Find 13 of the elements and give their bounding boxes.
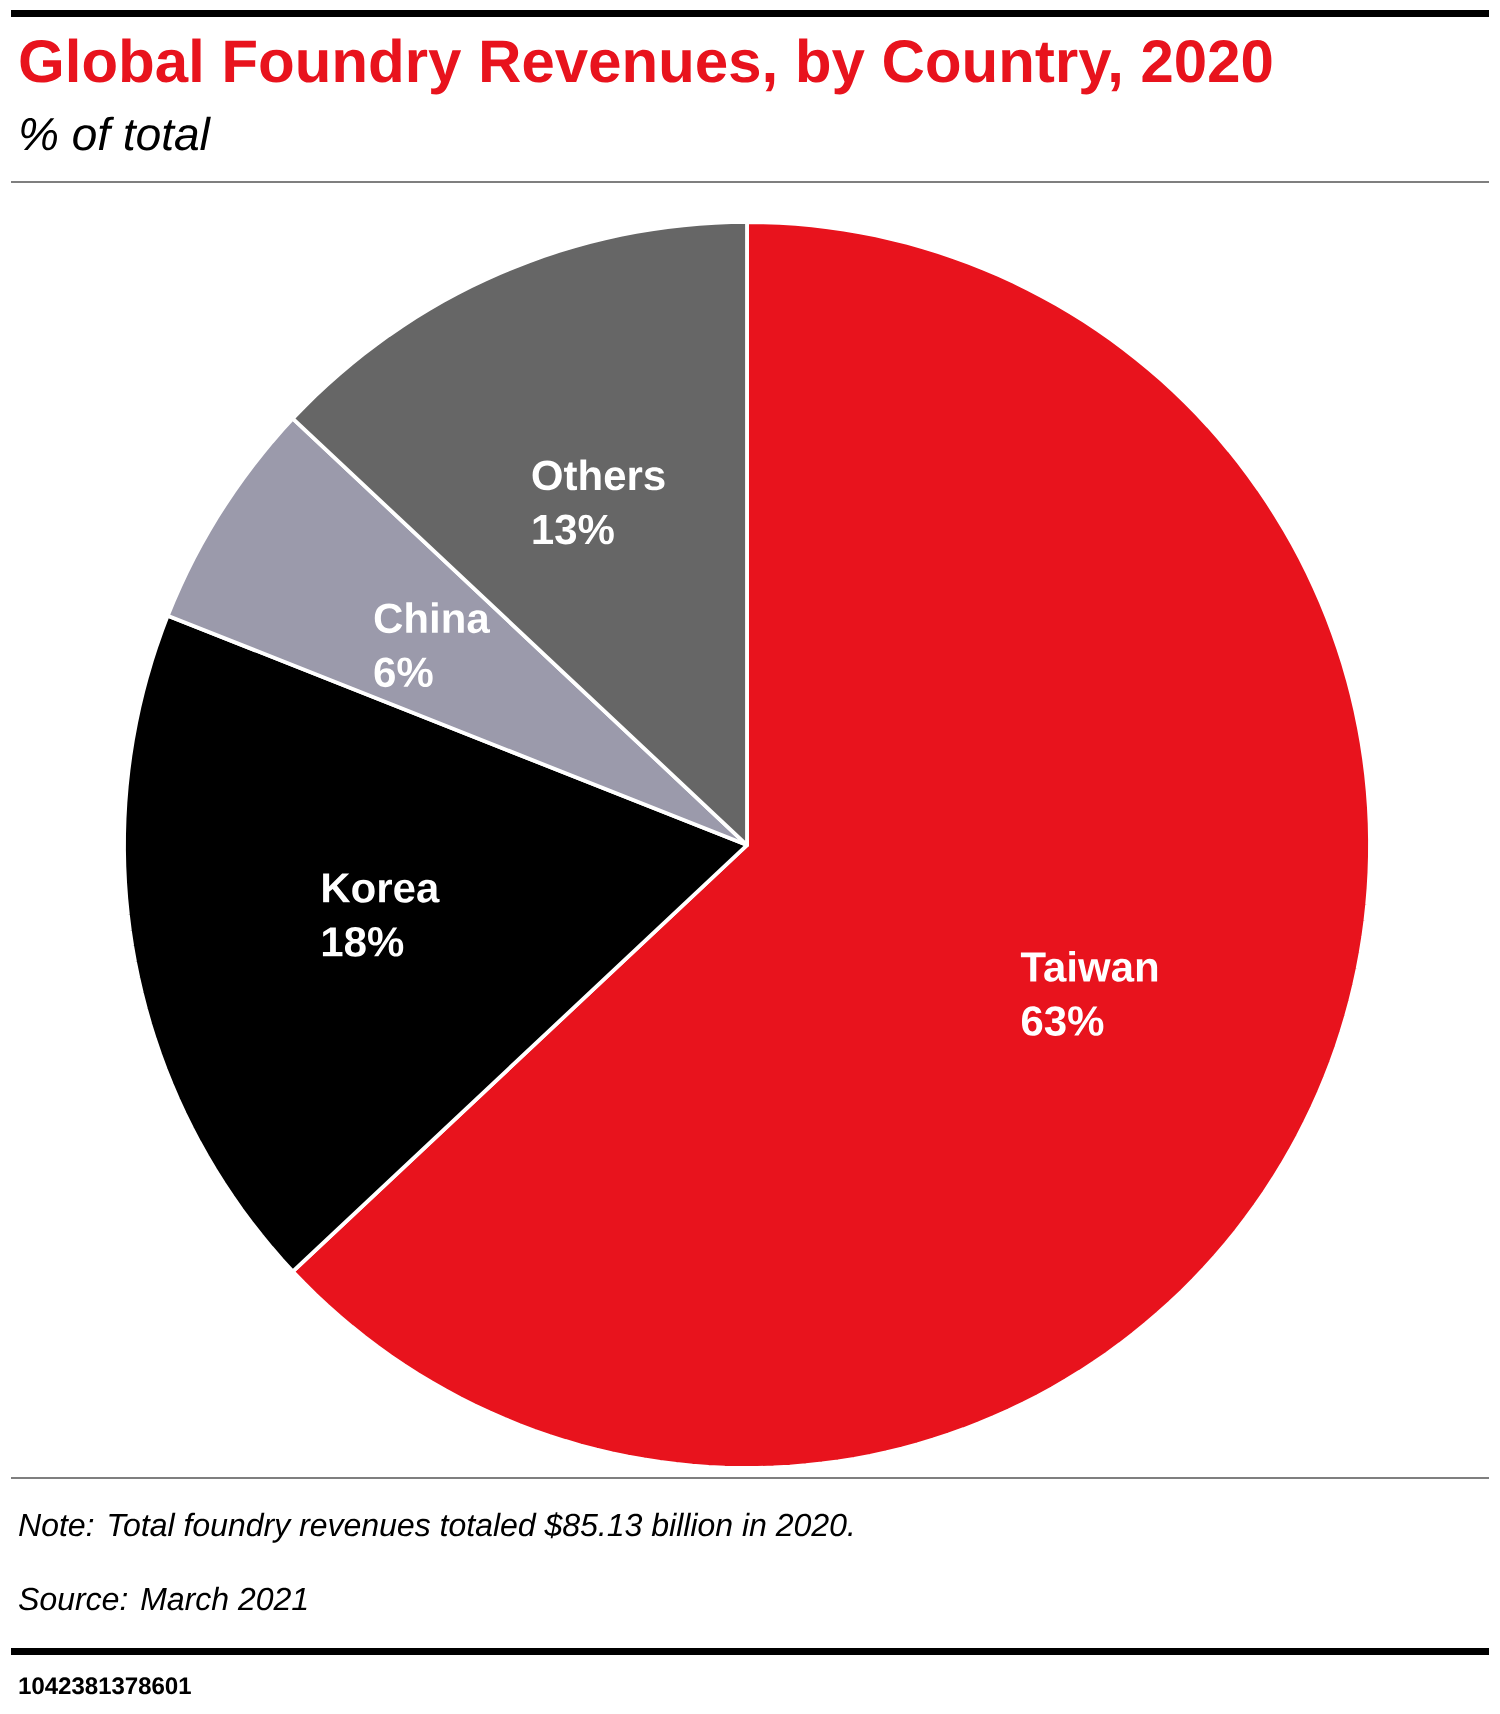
data-label: 13% [533,514,614,545]
slice-label: Others [532,459,665,491]
slice-label: Korea [323,873,440,903]
chart-title: Global Foundry Revenues, by Country, 2020 [20,38,1272,95]
slice-label: Taiwan [1020,951,1158,982]
slice-label: China [374,602,490,634]
data-label: 6% [374,657,433,688]
source-note: Source: March 2021 [18,1586,307,1611]
text: 1042381378601 [19,1677,191,1695]
text: Note: Total foundry revenues totaled $85.13 billion in 2020. [19,1512,852,1543]
data-label: 63% [1021,1006,1104,1036]
chart-subtitle: % of total [21,116,211,151]
data-label: 18% [322,926,404,957]
